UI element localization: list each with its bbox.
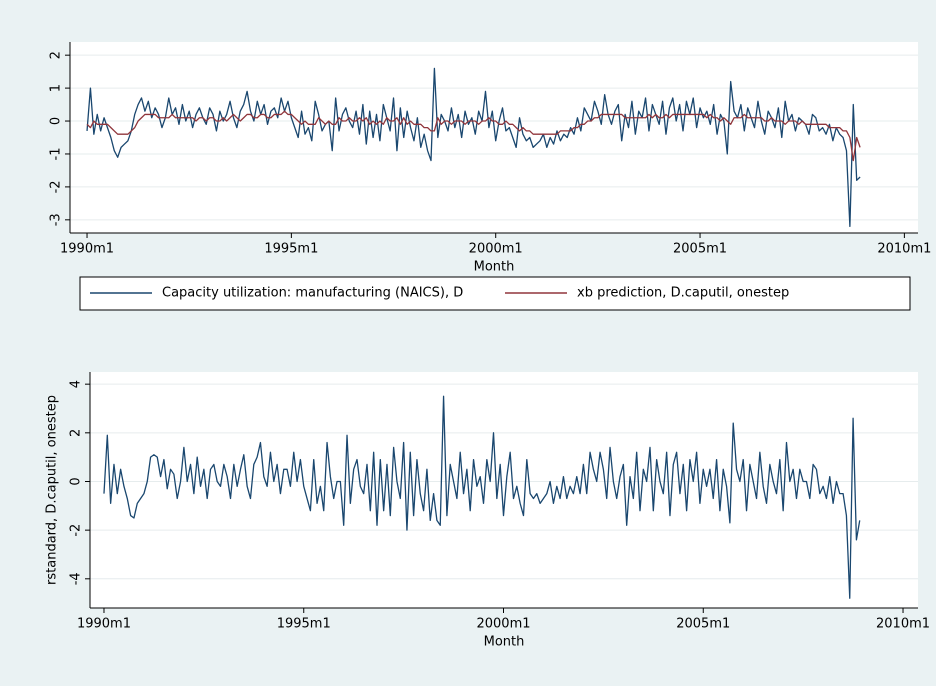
y-tick-label: 2: [49, 51, 64, 59]
x-tick-label: 1995m1: [277, 617, 331, 632]
plot-area: [70, 42, 918, 233]
data-line: [103, 395, 861, 599]
y-tick-label: -1: [49, 147, 64, 160]
y-tick-label: 0: [69, 477, 84, 485]
y-axis-label: rstandard, D.caputil, onestep: [45, 395, 60, 585]
y-tick-label: -2: [49, 180, 64, 193]
data-line: [86, 110, 861, 162]
x-tick-label: 2010m1: [877, 242, 931, 257]
legend: [79, 276, 911, 311]
x-tick-label: 2010m1: [876, 617, 930, 632]
x-tick-label: 2005m1: [673, 242, 727, 257]
y-tick-label: -2: [69, 524, 84, 537]
x-tick-label: 2005m1: [676, 617, 730, 632]
y-tick-label: 0: [49, 117, 64, 125]
legend-label: xb prediction, D.caputil, onestep: [577, 286, 789, 301]
x-tick-label: 1995m1: [264, 242, 318, 257]
x-axis-label: Month: [474, 260, 515, 275]
x-tick-label: 2000m1: [476, 617, 530, 632]
legend-label: Capacity utilization: manufacturing (NAI…: [162, 286, 463, 301]
x-tick-label: 1990m1: [60, 242, 114, 257]
data-line: [86, 67, 861, 228]
x-tick-label: 2000m1: [469, 242, 523, 257]
plot-area: [90, 372, 918, 608]
y-tick-label: -4: [69, 572, 84, 585]
y-tick-label: 1: [49, 84, 64, 92]
y-tick-label: 2: [69, 429, 84, 437]
x-tick-label: 1990m1: [77, 617, 131, 632]
y-tick-label: -3: [49, 213, 64, 226]
y-tick-label: 4: [69, 380, 84, 388]
x-axis-label: Month: [484, 635, 525, 650]
